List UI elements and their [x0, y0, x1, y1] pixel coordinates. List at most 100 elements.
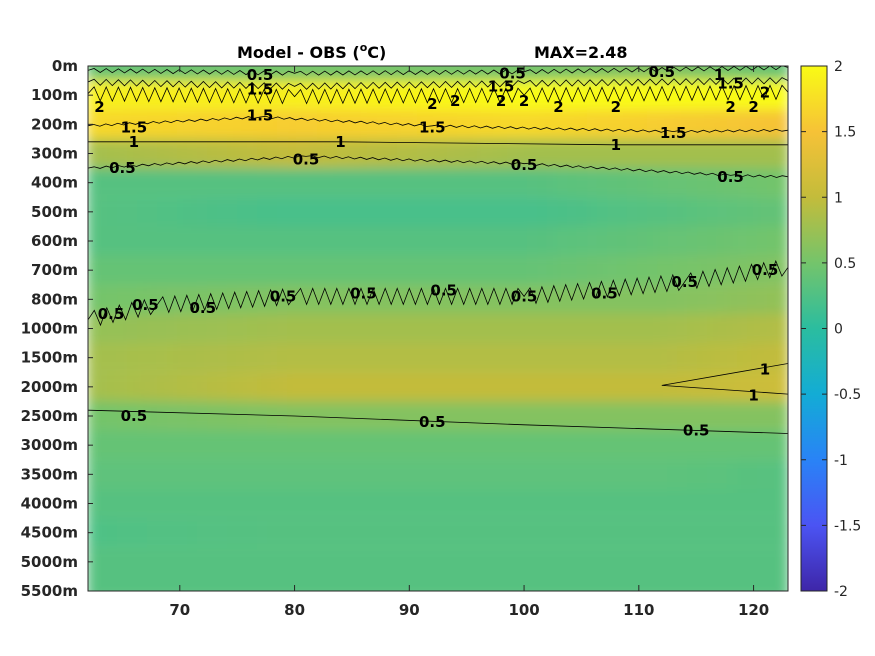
- heat-cell: [607, 547, 619, 577]
- heat-cell: [177, 197, 189, 227]
- heat-cell: [377, 226, 389, 256]
- heat-cell: [667, 80, 679, 110]
- heat-cell: [247, 547, 259, 577]
- heat-cell: [417, 430, 429, 460]
- heat-cell: [397, 518, 409, 548]
- heat-cell: [227, 401, 239, 431]
- heat-cell: [527, 168, 539, 198]
- heat-cell: [137, 80, 149, 110]
- heat-cell: [137, 343, 149, 373]
- heat-cell: [637, 168, 649, 198]
- heat-cell: [457, 430, 469, 460]
- heat-cell: [207, 576, 219, 591]
- heat-cell: [127, 168, 139, 198]
- heat-cell: [307, 226, 319, 256]
- heat-cell: [197, 547, 209, 577]
- heat-cell: [627, 576, 639, 591]
- heat-cell: [467, 168, 479, 198]
- heat-cell: [317, 313, 329, 344]
- y-axis: 0m 100m 200m 300m 400m 500m 600m 700m 800m 1000m 1…: [21, 57, 93, 600]
- heat-cell: [277, 372, 289, 402]
- heat-cell: [637, 313, 649, 344]
- heat-cell: [657, 197, 669, 227]
- heat-cell: [337, 284, 349, 314]
- heat-cell: [747, 197, 759, 227]
- heat-cell: [127, 576, 139, 591]
- heat-cell: [707, 459, 719, 489]
- heat-cell: [187, 284, 199, 314]
- heat-cell: [267, 138, 279, 169]
- heat-cell: [667, 401, 679, 431]
- heat-cell: [567, 430, 579, 460]
- colorbar-tick-label: 2: [834, 59, 843, 75]
- colorbar-tick-label: 1.5: [834, 125, 856, 141]
- heat-cell: [607, 488, 619, 519]
- heat-cell: [287, 488, 299, 519]
- heat-cell: [467, 313, 479, 344]
- heat-cell: [557, 343, 569, 373]
- heat-cell: [467, 488, 479, 519]
- contour-label: 1.5: [247, 107, 274, 125]
- heat-cell: [397, 488, 409, 519]
- colorbar-tick-label: -1.5: [834, 518, 861, 534]
- heat-cell: [517, 226, 529, 256]
- heat-cell: [88, 66, 99, 81]
- heat-cell: [757, 576, 769, 591]
- heat-cell: [407, 255, 419, 285]
- heat-cell: [447, 197, 459, 227]
- heat-cell: [537, 138, 549, 169]
- heat-cell: [307, 197, 319, 227]
- heat-cell: [297, 343, 309, 373]
- heat-cell: [197, 197, 209, 227]
- heat-cell: [107, 284, 119, 314]
- heat-cell: [477, 138, 489, 169]
- heat-cell: [557, 138, 569, 169]
- heat-cell: [697, 459, 709, 489]
- heat-cell: [687, 255, 699, 285]
- heat-cell: [627, 547, 639, 577]
- heat-cell: [717, 547, 729, 577]
- heat-cell: [617, 547, 629, 577]
- colorbar-tick-label: 0: [834, 322, 843, 338]
- heat-cell: [517, 80, 529, 110]
- heat-cell: [517, 576, 529, 591]
- contour-line: [88, 409, 788, 434]
- heat-cell: [577, 343, 589, 373]
- heat-cell: [107, 576, 119, 591]
- contour-label: 2: [611, 98, 621, 116]
- heat-cell: [507, 168, 519, 198]
- heat-cell: [297, 488, 309, 519]
- heat-cell: [317, 138, 329, 169]
- heat-cell: [587, 576, 599, 591]
- heat-cell: [117, 518, 129, 548]
- heat-cell: [697, 430, 709, 460]
- heat-cell: [167, 343, 179, 373]
- heat-cell: [337, 109, 349, 139]
- heat-cell: [177, 430, 189, 460]
- heat-cell: [247, 138, 259, 169]
- heat-cell: [247, 168, 259, 198]
- heat-cell: [517, 66, 529, 81]
- heat-cell: [627, 459, 639, 489]
- heat-cell: [727, 80, 739, 110]
- contour-label: 0.5: [430, 282, 457, 300]
- heat-cell: [347, 313, 359, 344]
- heat-cell: [607, 255, 619, 285]
- heat-cell: [407, 226, 419, 256]
- heat-cell: [597, 401, 609, 431]
- y-tick-label: 300m: [31, 145, 78, 163]
- heat-cell: [467, 518, 479, 548]
- heat-cell: [137, 576, 149, 591]
- heat-cell: [657, 518, 669, 548]
- heat-cell: [547, 226, 559, 256]
- heat-cell: [557, 372, 569, 402]
- heat-cell: [737, 80, 749, 110]
- heat-cell: [637, 547, 649, 577]
- heat-cell: [97, 488, 109, 519]
- heat-cell: [347, 343, 359, 373]
- heat-cell: [147, 138, 159, 169]
- heat-cell: [687, 547, 699, 577]
- heat-cell: [487, 488, 499, 519]
- heat-cell: [597, 109, 609, 139]
- heat-cell: [307, 576, 319, 591]
